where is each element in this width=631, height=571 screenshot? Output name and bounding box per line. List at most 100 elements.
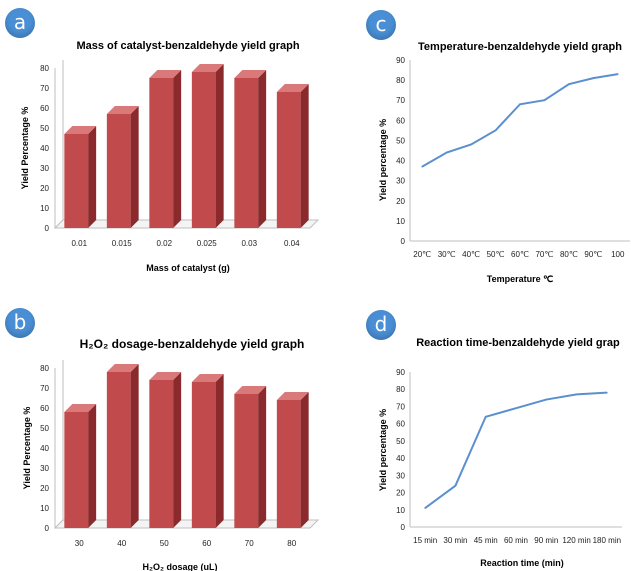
bar-top — [276, 84, 309, 92]
y-tick-label: 20 — [396, 489, 405, 498]
y-tick-label: 50 — [40, 424, 49, 433]
y-tick-label: 0 — [45, 224, 50, 233]
bar-top — [64, 126, 97, 134]
bar — [191, 72, 216, 228]
series-line — [421, 73, 618, 168]
bar — [276, 92, 301, 228]
y-tick-label: 10 — [396, 506, 405, 515]
panel-a: a Mass of catalyst-benzaldehyde yield gr… — [0, 0, 330, 290]
y-tick-label: 30 — [396, 177, 405, 186]
y-tick-label: 0 — [401, 523, 406, 532]
y-axis-label: Yield percentage % — [378, 409, 388, 491]
x-tick-label: 180 min — [593, 536, 621, 545]
y-tick-label: 70 — [40, 384, 49, 393]
data-point — [470, 143, 472, 146]
y-tick-label: 20 — [40, 484, 49, 493]
badge-c: c — [366, 10, 396, 40]
bar-side — [258, 386, 267, 528]
data-point — [424, 507, 426, 509]
x-tick-label: 80 — [287, 539, 296, 548]
y-axis-label: Yield Percentage % — [20, 107, 30, 190]
line-plot: 0 10 20 30 40 50 60 70 80 90 20℃ 30℃ 40℃ 50℃ 60℃ 70℃ 80℃… — [396, 56, 630, 259]
y-tick-label: 40 — [396, 157, 405, 166]
y-tick-label: 80 — [40, 64, 49, 73]
bar — [234, 394, 259, 528]
x-tick-label: 40 — [117, 539, 126, 548]
data-point — [616, 73, 619, 75]
x-tick-label: 30 min — [443, 536, 467, 545]
y-tick-label: 50 — [40, 124, 49, 133]
bar — [106, 114, 131, 228]
y-tick-label: 80 — [396, 76, 405, 85]
line-plot: 0 10 20 30 40 50 60 70 80 90 15 min 30 min 45 min 60 … — [396, 368, 622, 545]
bar-side — [300, 392, 309, 528]
y-tick-label: 0 — [401, 237, 406, 246]
x-tick-label: 0.04 — [284, 239, 300, 248]
x-tick-label: 70℃ — [535, 250, 553, 259]
back-wall — [54, 60, 64, 229]
panel-d: d Reaction time-benzaldehyde yield grap … — [330, 300, 631, 571]
bar-side — [215, 374, 224, 528]
y-tick-label: 50 — [396, 136, 405, 145]
bar — [149, 78, 174, 228]
x-tick-label: 50℃ — [487, 250, 505, 259]
bars: 0 10 20 30 40 50 60 70 80 0.01 0.015 0.02 0.025 0.03 0… — [40, 60, 320, 248]
y-tick-label: 60 — [40, 404, 49, 413]
panel-c: c Temperature-benzaldehyde yield graph Y… — [330, 0, 631, 290]
bars: 0 10 20 30 40 50 60 70 80 30 40 50 60 70 80 — [40, 360, 320, 548]
data-point — [445, 151, 448, 154]
bar-top — [234, 70, 267, 78]
badge-a: a — [5, 8, 35, 38]
badge-b: b — [5, 308, 35, 338]
bar — [191, 382, 216, 528]
y-tick-label: 30 — [396, 471, 405, 480]
x-tick-label: 90℃ — [584, 250, 602, 259]
bar — [149, 380, 174, 528]
data-point — [543, 99, 546, 102]
x-tick-label: 0.01 — [71, 239, 87, 248]
x-tick-label: 45 min — [474, 536, 498, 545]
data-point — [515, 407, 517, 409]
chart-d: Reaction time-benzaldehyde yield grap Yi… — [378, 337, 622, 568]
x-tick-label: 0.015 — [112, 239, 133, 248]
x-axis-label: Mass of catalyst (g) — [146, 263, 230, 273]
data-point — [519, 103, 521, 106]
bar-top — [149, 372, 182, 380]
back-wall — [54, 360, 64, 529]
y-tick-label: 80 — [40, 364, 49, 373]
y-tick-label: 20 — [40, 184, 49, 193]
chart-c: Temperature-benzaldehyde yield graph Yie… — [378, 41, 630, 284]
bar-side — [88, 404, 97, 528]
bar-top — [106, 364, 139, 372]
x-tick-label: 0.02 — [156, 239, 172, 248]
chart-b: H₂O₂ dosage-benzaldehyde yield graph Yie… — [22, 337, 320, 571]
x-tick-label: 60℃ — [511, 250, 529, 259]
y-tick-label: 10 — [40, 204, 49, 213]
data-point — [545, 398, 548, 401]
x-tick-label: 40℃ — [462, 250, 480, 259]
x-tick-label: 0.025 — [197, 239, 218, 248]
y-axis-label: Yield Percentage % — [22, 407, 32, 490]
y-tick-label: 10 — [396, 217, 405, 226]
data-point — [575, 393, 578, 396]
y-tick-label: 10 — [40, 504, 49, 513]
chart-title: Reaction time-benzaldehyde yield grap — [416, 337, 620, 349]
bar-top — [191, 64, 224, 72]
y-tick-label: 90 — [396, 368, 405, 377]
bar-top — [106, 106, 139, 114]
bar-top — [64, 404, 97, 412]
chart-a: Mass of catalyst-benzaldehyde yield grap… — [20, 40, 320, 273]
y-tick-label: 70 — [396, 96, 405, 105]
bar-top — [276, 392, 309, 400]
bar-top — [234, 386, 267, 394]
y-tick-label: 20 — [396, 197, 405, 206]
bar-top — [191, 374, 224, 382]
data-point — [454, 484, 457, 487]
chart-title: Temperature-benzaldehyde yield graph — [418, 41, 622, 53]
y-tick-label: 30 — [40, 164, 49, 173]
y-tick-label: 60 — [396, 420, 405, 429]
y-tick-label: 90 — [396, 56, 405, 65]
bar-side — [88, 126, 97, 228]
y-tick-label: 80 — [396, 385, 405, 394]
x-axis-label: Temperature ℃ — [487, 274, 553, 284]
